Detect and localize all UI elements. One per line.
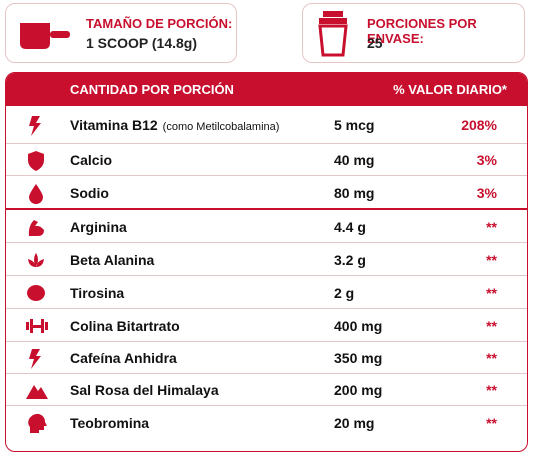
serving-box: TAMAÑO DE PORCIÓN: 1 SCOOP (14.8g) <box>5 3 237 63</box>
nutrient-name: Cafeína Anhidra <box>70 350 177 366</box>
nutrient-name: Calcio <box>70 152 113 168</box>
nutrient-amount: 5 mcg <box>334 116 375 133</box>
scoop-icon <box>20 23 70 49</box>
nutrient-row: Calcio 40 mg 3% <box>6 143 527 176</box>
nutrient-icon <box>28 220 44 236</box>
nutrient-icon <box>26 385 48 399</box>
nutrient-amount: 200 mg <box>334 382 383 398</box>
nutrient-row: Vitamina B12 (como Metilcobalamina) 5 mcg 2… <box>6 106 527 143</box>
nutrient-amount: 350 mg <box>334 350 383 366</box>
daily-value: ** <box>486 415 497 431</box>
nutrient-row: Arginina 4.4 g ** <box>6 208 527 244</box>
nutrient-name: Colina Bitartrato <box>70 317 180 334</box>
nutrient-amount: 2 g <box>334 284 355 301</box>
servings-box: PORCIONES POR ENVASE: 25 <box>302 3 525 63</box>
header-dv: % VALOR DIARIO* <box>393 82 507 97</box>
nutrient-amount: 4.4 g <box>334 219 366 235</box>
daily-value: 3% <box>476 184 497 201</box>
nutrient-icon <box>27 284 45 301</box>
daily-value: 3% <box>476 152 497 168</box>
daily-value: ** <box>486 251 497 268</box>
nutrient-name: Sal Rosa del Himalaya <box>70 382 219 398</box>
nutrient-icon <box>29 349 41 369</box>
nutrient-name: Sodio <box>70 184 109 201</box>
daily-value: ** <box>486 382 497 398</box>
daily-value: ** <box>486 317 497 334</box>
nutrient-name: Arginina <box>70 219 127 235</box>
nutrient-icon <box>28 252 44 267</box>
nutrient-name-text: Vitamina B12 <box>70 116 158 133</box>
nutrient-name: Teobromina <box>70 415 150 431</box>
nutrient-amount: 3.2 g <box>334 251 366 268</box>
page: TAMAÑO DE PORCIÓN: 1 SCOOP (14.8g) PORCI… <box>5 3 528 452</box>
nutrient-icon <box>28 413 47 433</box>
nutrient-amount: 80 mg <box>334 184 375 201</box>
nutrient-row: Cafeína Anhidra 350 mg ** <box>6 341 527 374</box>
daily-value: ** <box>486 219 497 235</box>
daily-value: ** <box>486 350 497 366</box>
header-amount: CANTIDAD POR PORCIÓN <box>70 82 234 97</box>
nutrient-name: Beta Alanina <box>70 251 155 268</box>
nutrient-name: Vitamina B12 (como Metilcobalamina) <box>70 117 279 133</box>
nutrient-icon <box>28 151 44 171</box>
nutrient-row: Beta Alanina 3.2 g ** <box>6 242 527 276</box>
nutrient-row: Sodio 80 mg 3% <box>6 175 527 209</box>
nutrient-row: Sal Rosa del Himalaya 200 mg ** <box>6 373 527 406</box>
nutrient-row: Teobromina 20 mg ** <box>6 405 527 440</box>
daily-value: ** <box>486 284 497 301</box>
nutrient-note: (como Metilcobalamina) <box>162 120 280 133</box>
servings-value: 25 <box>367 35 383 51</box>
serving-label: TAMAÑO DE PORCIÓN: <box>86 16 233 31</box>
table-header: CANTIDAD POR PORCIÓN % VALOR DIARIO* <box>6 73 527 106</box>
shaker-icon <box>318 11 348 57</box>
nutrient-icon <box>26 318 48 333</box>
nutrient-icon <box>29 183 43 204</box>
nutrient-amount: 40 mg <box>334 152 375 168</box>
nutrient-name: Tirosina <box>70 284 125 301</box>
nutrient-row: Tirosina 2 g ** <box>6 275 527 309</box>
servings-label: PORCIONES POR ENVASE: <box>367 16 477 46</box>
daily-value: 208% <box>461 116 497 133</box>
nutrient-row: Colina Bitartrato 400 mg ** <box>6 308 527 342</box>
nutrient-icon <box>29 115 41 136</box>
nutrient-amount: 20 mg <box>334 415 375 431</box>
nutrient-amount: 400 mg <box>334 317 383 334</box>
facts-table: CANTIDAD POR PORCIÓN % VALOR DIARIO* Vit… <box>5 72 528 452</box>
serving-value: 1 SCOOP (14.8g) <box>86 35 198 51</box>
